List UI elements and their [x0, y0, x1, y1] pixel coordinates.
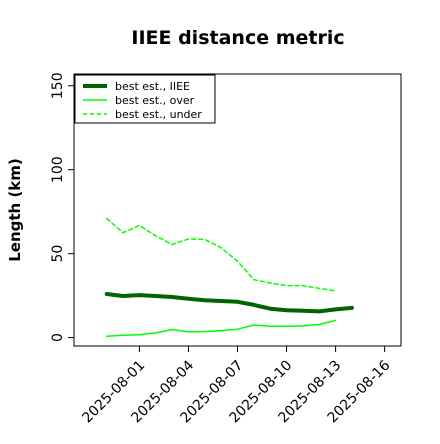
legend-box [74, 74, 216, 124]
y-tick-label: 150 [50, 72, 66, 99]
y-tick-label: 100 [50, 156, 66, 183]
legend-label: best est., under [115, 108, 202, 121]
series-line-0 [104, 292, 354, 314]
chart-title: IIEE distance metric [131, 27, 344, 49]
y-axis-label: Length (km) [6, 158, 24, 262]
y-tick-label: 0 [50, 333, 66, 342]
legend-label: best est., IIEE [115, 80, 190, 93]
y-tick-label: 50 [50, 245, 66, 263]
legend-label: best est., over [115, 94, 195, 107]
series-line-1 [105, 319, 337, 338]
series-line-2 [105, 217, 337, 292]
